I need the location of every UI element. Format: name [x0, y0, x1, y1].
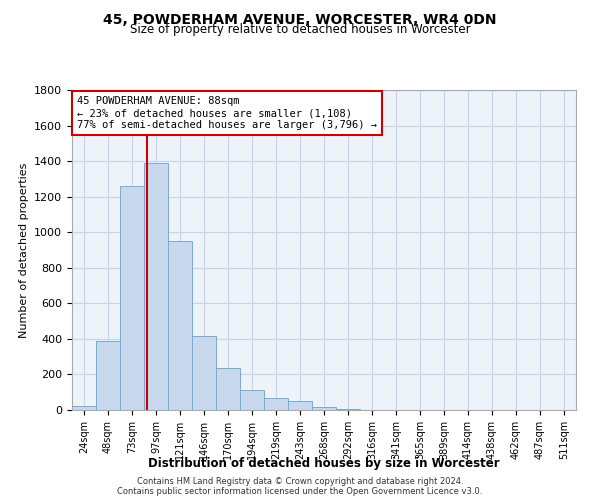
- Bar: [120, 186, 144, 410]
- Bar: [312, 408, 336, 410]
- Text: Size of property relative to detached houses in Worcester: Size of property relative to detached ho…: [130, 24, 470, 36]
- Bar: [216, 368, 240, 410]
- Bar: [192, 336, 216, 410]
- Bar: [168, 241, 192, 410]
- Bar: [336, 409, 360, 410]
- Bar: [288, 401, 312, 410]
- Text: 45, POWDERHAM AVENUE, WORCESTER, WR4 0DN: 45, POWDERHAM AVENUE, WORCESTER, WR4 0DN: [103, 12, 497, 26]
- Bar: [240, 390, 264, 410]
- Bar: [96, 340, 120, 410]
- Text: Distribution of detached houses by size in Worcester: Distribution of detached houses by size …: [148, 458, 500, 470]
- Bar: [144, 163, 168, 410]
- Bar: [72, 406, 96, 410]
- Y-axis label: Number of detached properties: Number of detached properties: [19, 162, 29, 338]
- Text: Contains public sector information licensed under the Open Government Licence v3: Contains public sector information licen…: [118, 488, 482, 496]
- Text: Contains HM Land Registry data © Crown copyright and database right 2024.: Contains HM Land Registry data © Crown c…: [137, 478, 463, 486]
- Bar: [264, 398, 288, 410]
- Text: 45 POWDERHAM AVENUE: 88sqm
← 23% of detached houses are smaller (1,108)
77% of s: 45 POWDERHAM AVENUE: 88sqm ← 23% of deta…: [77, 96, 377, 130]
